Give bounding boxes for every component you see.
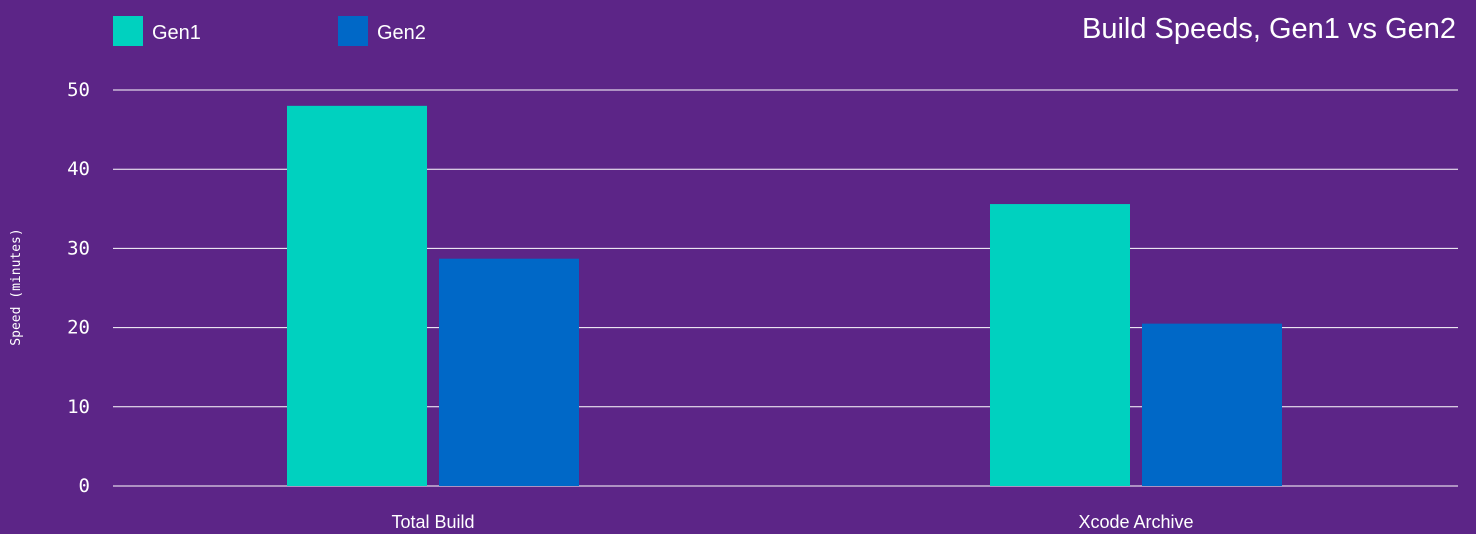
legend-swatch-gen1 — [113, 16, 143, 46]
bar-gen2-total-build — [439, 258, 579, 486]
y-tick-label: 30 — [67, 237, 90, 259]
legend: Gen1 Gen2 — [113, 16, 426, 46]
legend-label-gen1: Gen1 — [152, 22, 201, 44]
y-tick-labels: 0 10 20 30 40 50 — [67, 79, 90, 497]
bar-gen1-xcode-archive — [990, 204, 1130, 486]
legend-swatch-gen2 — [338, 16, 368, 46]
y-tick-label: 50 — [67, 79, 90, 101]
bar-gen1-total-build — [287, 105, 427, 486]
legend-label-gen2: Gen2 — [377, 22, 426, 44]
x-tick-label: Total Build — [391, 512, 474, 532]
bar-gen2-xcode-archive — [1142, 323, 1282, 486]
x-tick-labels: Total Build Xcode Archive — [391, 512, 1193, 532]
y-tick-label: 40 — [67, 158, 90, 180]
chart-title: Build Speeds, Gen1 vs Gen2 — [1082, 13, 1456, 45]
y-tick-label: 10 — [67, 396, 90, 418]
y-axis-label: Speed (minutes) — [9, 228, 24, 345]
bars — [287, 105, 1282, 486]
x-tick-label: Xcode Archive — [1078, 512, 1193, 532]
y-tick-label: 20 — [67, 317, 90, 339]
y-tick-label: 0 — [79, 475, 90, 497]
